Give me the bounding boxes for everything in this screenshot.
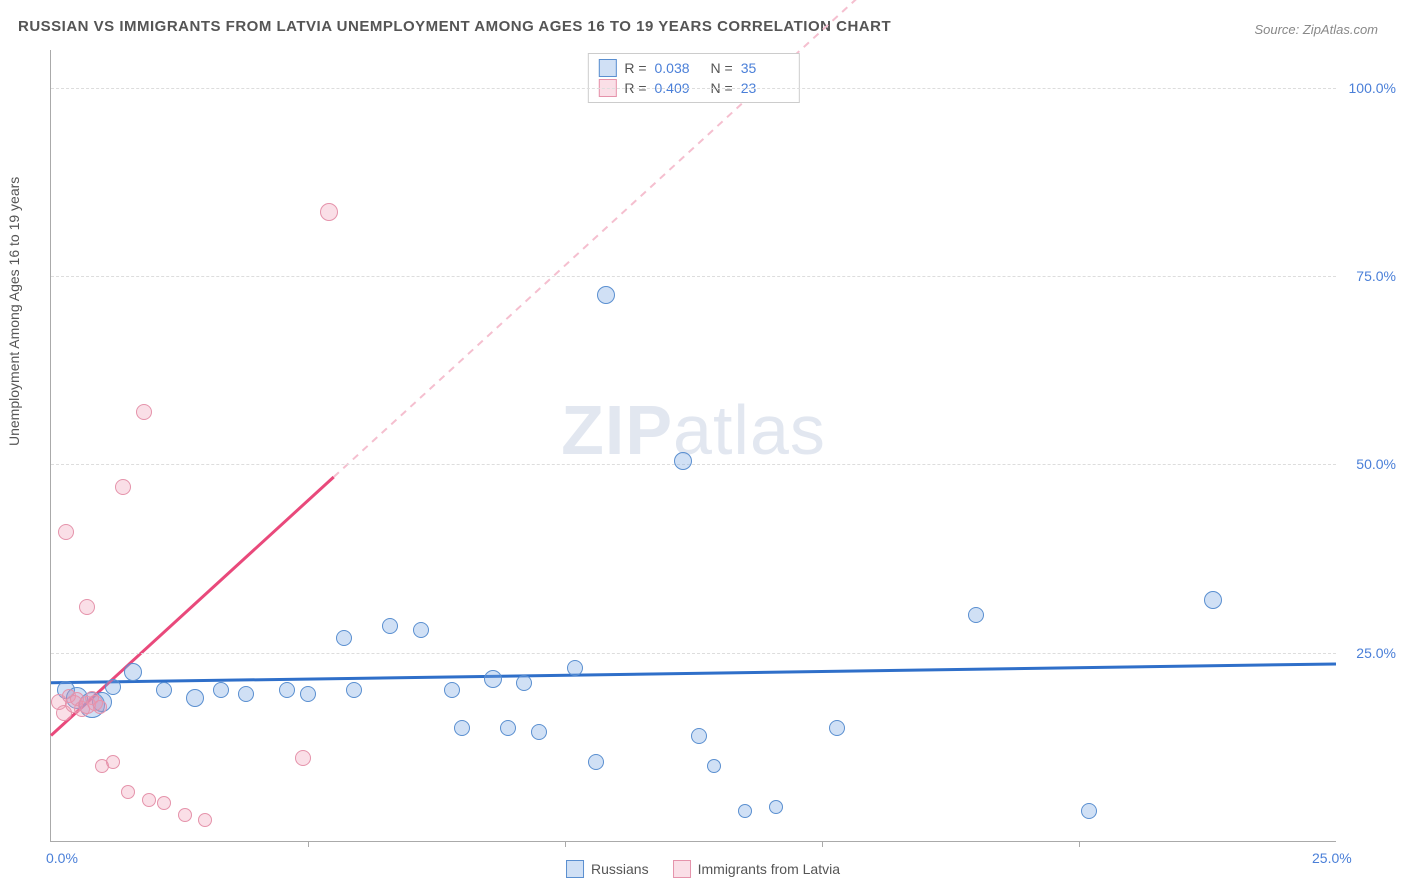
- data-point: [156, 682, 172, 698]
- legend-label: Russians: [591, 861, 649, 877]
- data-point: [93, 700, 107, 714]
- gridline: [51, 88, 1336, 89]
- gridline: [51, 653, 1336, 654]
- data-point: [106, 755, 120, 769]
- data-point: [105, 679, 121, 695]
- plot-area: ZIPatlas R =0.038N =35R =0.409N =23 25.0…: [50, 50, 1336, 842]
- gridline: [51, 464, 1336, 465]
- r-label: R =: [624, 60, 646, 76]
- y-tick-label: 25.0%: [1356, 645, 1396, 661]
- data-point: [413, 622, 429, 638]
- data-point: [484, 670, 502, 688]
- n-value: 35: [741, 60, 789, 76]
- data-point: [121, 785, 135, 799]
- data-point: [295, 750, 311, 766]
- data-point: [336, 630, 352, 646]
- data-point: [320, 203, 338, 221]
- data-point: [691, 728, 707, 744]
- data-point: [300, 686, 316, 702]
- data-point: [567, 660, 583, 676]
- chart-title: RUSSIAN VS IMMIGRANTS FROM LATVIA UNEMPL…: [18, 18, 891, 35]
- stats-legend-row: R = 0.038 N = 35: [598, 58, 788, 78]
- legend-item: Immigrants from Latvia: [673, 860, 840, 878]
- bottom-legend: Russians Immigrants from Latvia: [566, 860, 840, 878]
- data-point: [500, 720, 516, 736]
- legend-item: Russians: [566, 860, 649, 878]
- y-axis-title: Unemployment Among Ages 16 to 19 years: [6, 177, 22, 446]
- x-tick: [565, 841, 566, 847]
- data-point: [178, 808, 192, 822]
- r-value: 0.038: [655, 60, 703, 76]
- data-point: [382, 618, 398, 634]
- data-point: [531, 724, 547, 740]
- trendline-solid: [51, 664, 1336, 683]
- n-label: N =: [711, 60, 733, 76]
- y-tick-label: 75.0%: [1356, 268, 1396, 284]
- data-point: [124, 663, 142, 681]
- legend-label: Immigrants from Latvia: [698, 861, 840, 877]
- data-point: [213, 682, 229, 698]
- x-tick: [308, 841, 309, 847]
- data-point: [186, 689, 204, 707]
- data-point: [1081, 803, 1097, 819]
- data-point: [454, 720, 470, 736]
- x-axis-end-label: 25.0%: [1312, 850, 1352, 866]
- data-point: [444, 682, 460, 698]
- data-point: [157, 796, 171, 810]
- legend-swatch: [566, 860, 584, 878]
- data-point: [738, 804, 752, 818]
- trendline-dashed: [334, 0, 1336, 477]
- data-point: [279, 682, 295, 698]
- data-point: [346, 682, 362, 698]
- stats-legend: R =0.038N =35R =0.409N =23: [587, 53, 799, 103]
- legend-swatch: [598, 59, 616, 77]
- x-tick: [822, 841, 823, 847]
- x-tick: [1079, 841, 1080, 847]
- data-point: [142, 793, 156, 807]
- data-point: [198, 813, 212, 827]
- source-label: Source: ZipAtlas.com: [1254, 22, 1378, 37]
- data-point: [597, 286, 615, 304]
- data-point: [1204, 591, 1222, 609]
- data-point: [674, 452, 692, 470]
- gridline: [51, 276, 1336, 277]
- x-axis-origin-label: 0.0%: [46, 850, 78, 866]
- data-point: [58, 524, 74, 540]
- data-point: [238, 686, 254, 702]
- data-point: [588, 754, 604, 770]
- trend-lines: [51, 50, 1336, 841]
- data-point: [829, 720, 845, 736]
- data-point: [115, 479, 131, 495]
- y-tick-label: 50.0%: [1356, 456, 1396, 472]
- data-point: [79, 599, 95, 615]
- legend-swatch: [673, 860, 691, 878]
- data-point: [707, 759, 721, 773]
- watermark: ZIPatlas: [561, 390, 826, 470]
- data-point: [516, 675, 532, 691]
- y-tick-label: 100.0%: [1349, 80, 1396, 96]
- data-point: [769, 800, 783, 814]
- data-point: [968, 607, 984, 623]
- data-point: [136, 404, 152, 420]
